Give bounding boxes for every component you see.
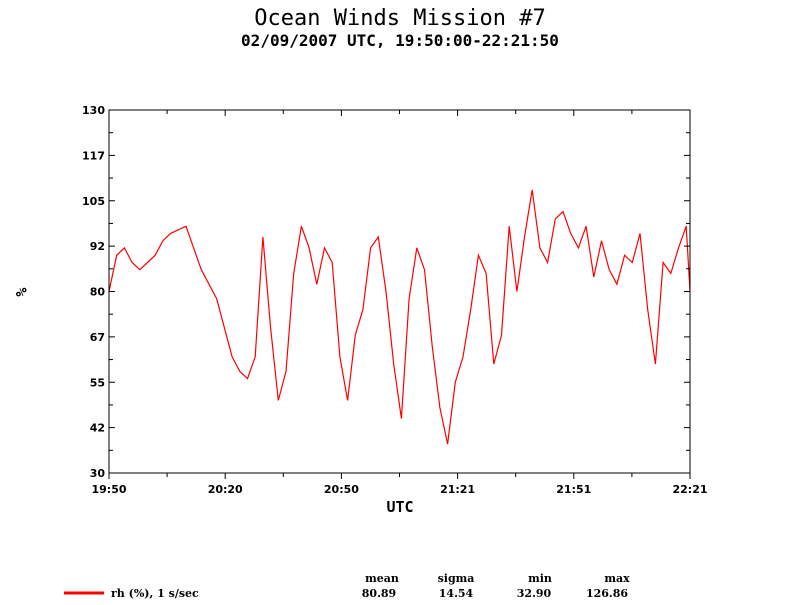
stats-header-max: max (604, 572, 630, 585)
y-axis-title: % (12, 287, 30, 296)
stats-table: mean sigma min max 80.89 14.54 32.90 126… (362, 572, 630, 600)
stats-header-sigma: sigma (438, 572, 475, 585)
x-tick-label: 20:20 (208, 483, 243, 496)
x-tick-label: 21:51 (556, 483, 591, 496)
y-tick-label: 42 (90, 422, 105, 435)
series-line-rh (108, 189, 691, 445)
legend-label: rh (%), 1 s/sec (111, 587, 199, 600)
y-tick-label: 105 (82, 195, 105, 208)
y-axis-ticks: 30 42 55 67 80 92 105 117 130 (82, 104, 690, 480)
x-tick-label: 19:50 (91, 483, 126, 496)
stats-min-value: 32.90 (517, 587, 552, 600)
stats-sigma-value: 14.54 (439, 587, 474, 600)
chart-subtitle: 02/09/2007 UTC, 19:50:00-22:21:50 (241, 31, 559, 50)
y-tick-label: 55 (90, 376, 105, 389)
y-tick-label: 130 (82, 104, 105, 117)
y-tick-label: 67 (90, 331, 105, 344)
stats-header-min: min (528, 572, 552, 585)
x-tick-label: 20:50 (324, 483, 359, 496)
x-tick-label: 22:21 (672, 483, 707, 496)
stats-header-mean: mean (365, 572, 399, 585)
y-tick-label: 80 (90, 286, 106, 299)
chart-title: Ocean Winds Mission #7 (254, 6, 545, 31)
x-tick-label: 21:21 (440, 483, 475, 496)
stats-mean-value: 80.89 (362, 587, 396, 600)
y-tick-label: 30 (90, 467, 106, 480)
x-axis-ticks: 19:50 20:20 20:50 21:21 21:51 22:21 (91, 110, 708, 496)
stats-max-value: 126.86 (586, 587, 628, 600)
y-tick-label: 117 (82, 149, 105, 162)
x-axis-title: UTC (386, 498, 413, 516)
plot-frame (108, 109, 691, 474)
y-tick-label: 92 (90, 240, 105, 253)
plot-area (108, 189, 691, 445)
legend: rh (%), 1 s/sec (64, 587, 199, 600)
